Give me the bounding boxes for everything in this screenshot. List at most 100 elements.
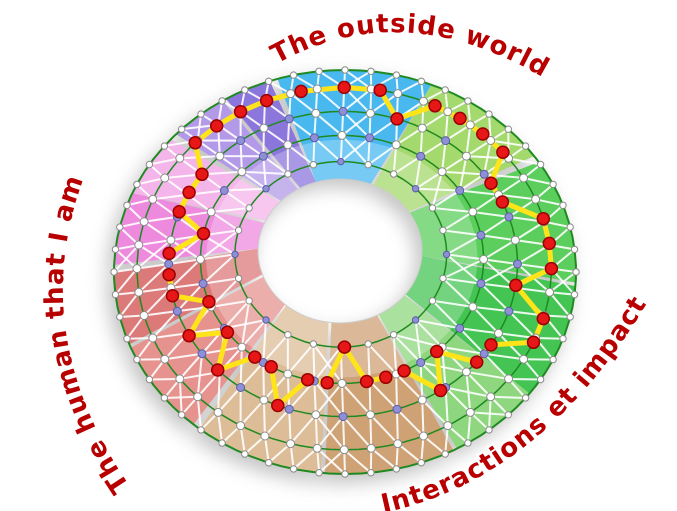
white-node — [241, 86, 249, 94]
mesh-line — [240, 318, 267, 349]
mesh-line — [243, 435, 266, 455]
violet-node — [338, 412, 348, 422]
mesh-line — [202, 277, 240, 285]
white-node — [521, 142, 530, 150]
white-node — [160, 142, 169, 150]
mesh-line — [516, 243, 551, 266]
white-node — [390, 331, 398, 339]
mesh-line — [445, 253, 485, 261]
mesh-line — [395, 408, 425, 438]
white-node — [566, 313, 574, 321]
score-node — [172, 205, 186, 219]
white-node — [110, 268, 118, 276]
white-node — [175, 374, 185, 384]
white-node — [464, 439, 472, 447]
score-node — [476, 127, 490, 141]
score-node — [337, 80, 351, 95]
mesh-line — [143, 310, 179, 317]
white-node — [365, 410, 375, 420]
mesh-line — [240, 170, 267, 190]
mesh-line — [414, 155, 422, 190]
score-node — [195, 167, 209, 182]
mesh-line — [217, 386, 242, 414]
white-node — [337, 378, 347, 388]
violet-node — [455, 186, 465, 195]
white-node — [133, 355, 141, 364]
violet-node — [197, 349, 207, 359]
mesh-line — [267, 442, 292, 464]
mesh-line — [118, 291, 140, 318]
score-node — [428, 99, 442, 113]
mesh-line — [217, 370, 221, 414]
mesh-line — [395, 408, 399, 445]
white-node — [145, 375, 154, 384]
white-node — [218, 439, 226, 447]
mesh-line — [262, 318, 267, 364]
sector-pink-bright — [114, 193, 265, 265]
score-node — [220, 325, 235, 340]
mesh-line — [217, 411, 224, 445]
score-node — [233, 104, 248, 119]
white-node — [289, 465, 298, 473]
mesh-line — [392, 333, 398, 375]
white-node — [283, 369, 293, 379]
score-node — [433, 383, 448, 398]
score-node — [300, 372, 315, 387]
white-node — [116, 223, 124, 231]
score-node — [526, 335, 541, 350]
white-node — [443, 107, 453, 117]
violet-node — [262, 316, 270, 324]
score-node — [182, 185, 196, 200]
white-node — [367, 469, 375, 477]
violet-node — [411, 316, 420, 324]
score-node — [210, 363, 225, 377]
white-node — [364, 340, 372, 348]
score-node — [373, 83, 387, 97]
mesh-line — [471, 193, 500, 213]
white-node — [366, 443, 376, 453]
violet-node — [442, 250, 451, 259]
mesh-line — [288, 408, 292, 445]
mesh-line — [445, 234, 482, 256]
white-node — [134, 240, 144, 250]
mesh-line — [262, 127, 289, 146]
white-node — [339, 445, 349, 455]
white-node — [178, 411, 186, 419]
mesh-line — [218, 155, 243, 173]
mesh-line — [367, 342, 371, 383]
mesh-line — [507, 310, 537, 339]
mesh-line — [507, 377, 542, 381]
mesh-line — [444, 424, 449, 455]
white-node — [519, 173, 529, 183]
mesh-line — [210, 210, 240, 232]
white-node — [519, 354, 529, 364]
violet-node — [231, 250, 239, 259]
mesh-line — [458, 173, 486, 192]
white-node — [213, 407, 223, 417]
white-node — [265, 77, 273, 86]
white-node — [494, 328, 503, 338]
mesh-line — [483, 352, 525, 361]
mesh-line — [367, 342, 398, 375]
mesh-line — [488, 395, 492, 431]
mesh-line — [368, 380, 398, 411]
white-node — [193, 392, 203, 402]
white-node — [521, 394, 530, 402]
mesh-line — [471, 210, 510, 218]
score-node — [484, 176, 498, 190]
white-node — [284, 331, 292, 339]
mesh-line — [465, 139, 492, 158]
violet-node — [392, 404, 402, 414]
white-node — [160, 354, 170, 364]
white-node — [245, 204, 253, 212]
mesh-line — [441, 155, 468, 173]
mesh-line — [143, 286, 172, 317]
white-node — [504, 125, 512, 133]
mesh-line — [414, 318, 444, 349]
white-node — [160, 173, 170, 183]
white-node — [145, 160, 154, 169]
white-node — [215, 151, 225, 161]
white-node — [461, 367, 471, 377]
white-node — [139, 311, 149, 320]
mesh-line — [369, 413, 373, 450]
